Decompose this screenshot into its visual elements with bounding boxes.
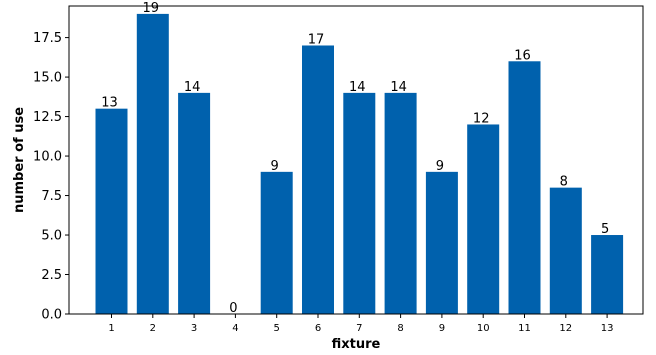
bar-value-label-13: 5 <box>601 222 609 237</box>
bar-value-label-6: 17 <box>308 32 325 47</box>
y-tick-label-4: 10.0 <box>33 150 62 165</box>
x-tick-label-7: 7 <box>356 323 362 334</box>
x-tick-label-11: 11 <box>518 323 531 334</box>
y-tick-label-3: 7.5 <box>41 189 62 204</box>
x-tick-label-2: 2 <box>150 323 156 334</box>
y-tick-label-1: 2.5 <box>41 268 62 283</box>
x-axis-ticks: 1 2 3 4 5 6 7 8 9 10 11 12 13 <box>108 314 613 334</box>
x-tick-label-8: 8 <box>397 323 403 334</box>
x-tick-label-5: 5 <box>274 323 280 334</box>
x-tick-label-6: 6 <box>315 323 321 334</box>
y-tick-label-6: 15.0 <box>33 71 62 86</box>
bar-value-label-9: 9 <box>436 159 444 174</box>
x-tick-label-13: 13 <box>601 323 614 334</box>
bar-value-label-8: 14 <box>390 80 407 95</box>
bar-8 <box>384 92 417 314</box>
bar-value-label-3: 14 <box>184 80 201 95</box>
bar-value-label-5: 9 <box>271 159 279 174</box>
bar-6 <box>302 45 334 314</box>
y-tick-label-7: 17.5 <box>33 31 62 46</box>
x-tick-label-10: 10 <box>477 323 490 334</box>
x-tick-label-1: 1 <box>108 323 114 334</box>
y-axis-ticks: 0.0 2.5 5.0 7.5 10.0 12.5 15.0 17.5 <box>33 31 69 323</box>
bar-12 <box>549 187 582 314</box>
bar-value-label-1: 13 <box>101 96 118 111</box>
bar-10 <box>467 124 500 314</box>
y-tick-label-2: 5.0 <box>41 229 62 244</box>
plot-frame <box>68 5 644 315</box>
bar-1 <box>95 108 128 315</box>
bar-value-label-2: 19 <box>143 1 160 16</box>
bar-value-label-7: 14 <box>349 80 366 95</box>
bar-13 <box>591 235 624 314</box>
x-tick-label-3: 3 <box>191 323 197 334</box>
y-tick-label-5: 12.5 <box>33 110 62 125</box>
x-tick-label-4: 4 <box>232 323 238 334</box>
bar-7 <box>343 92 376 314</box>
x-tick-label-9: 9 <box>439 323 445 334</box>
bars-group <box>95 13 624 315</box>
bar-value-label-4: 0 <box>229 301 237 316</box>
x-tick-label-12: 12 <box>559 323 572 334</box>
bar-value-label-10: 12 <box>473 111 490 126</box>
y-axis-label: number of use <box>12 107 27 213</box>
y-tick-label-0: 0.0 <box>41 308 62 323</box>
bar-11 <box>508 61 541 315</box>
x-axis-label: fixture <box>332 337 381 352</box>
data-labels-group: 13 19 14 0 9 17 14 14 9 12 16 8 5 <box>101 1 609 316</box>
bar-2 <box>136 13 169 315</box>
bar-3 <box>178 92 211 314</box>
bar-value-label-12: 8 <box>560 175 568 190</box>
bar-value-label-11: 16 <box>514 48 531 63</box>
bar-9 <box>425 171 458 314</box>
bar-5 <box>260 171 293 314</box>
